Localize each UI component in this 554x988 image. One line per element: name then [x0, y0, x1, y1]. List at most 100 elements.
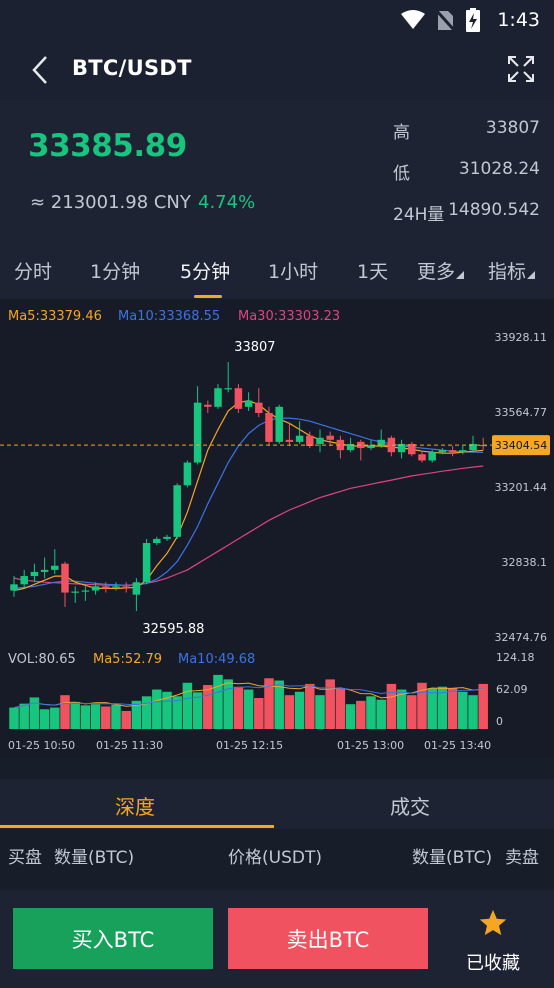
dropdown-caret-icon — [527, 271, 536, 279]
x-axis-tick-label: 01-25 12:15 — [216, 739, 283, 752]
volume-label: 24H量 — [393, 205, 445, 225]
candle-body — [71, 591, 79, 593]
candle-body — [265, 412, 273, 442]
candle-body — [234, 388, 243, 409]
volume-bar — [182, 682, 193, 729]
volume-bar — [315, 695, 325, 729]
ask-qty-header: 数量(BTC) — [412, 848, 493, 868]
ma30-legend: Ma30:33303.23 — [238, 309, 340, 324]
y-axis-tick-label: 33564.77 — [495, 406, 548, 419]
candle-body — [132, 582, 141, 595]
volume-bar — [223, 679, 233, 729]
candle-body — [244, 400, 253, 407]
candle-body — [306, 435, 314, 447]
volume-bar — [447, 688, 458, 729]
volume-ma10-legend: Ma10:49.68 — [178, 652, 255, 667]
candle-body — [438, 450, 447, 453]
tab-trades[interactable]: 成交 — [390, 795, 430, 819]
kline-svg[interactable]: Ma5:33379.46 Ma10:33368.55 Ma30:33303.23 3… — [0, 299, 554, 759]
favorite-label: 已收藏 — [466, 953, 520, 974]
volume-axis-tick-label: 62.09 — [496, 683, 528, 696]
cny-value: ≈ 213001.98 CNY — [30, 192, 191, 213]
candle-body — [40, 569, 49, 572]
candle-body — [295, 435, 304, 442]
page-title: BTC/USDT — [72, 56, 192, 80]
clock: 1:43 — [497, 9, 540, 31]
volume-bar — [111, 704, 121, 729]
current-price-tag-bg — [492, 435, 550, 456]
ma10-legend: Ma10:33368.55 — [118, 309, 220, 324]
volume-bar — [152, 689, 162, 729]
volume-bar — [172, 696, 182, 729]
volume-bar — [192, 692, 203, 729]
candle-body — [30, 571, 39, 577]
high-value: 33807 — [485, 118, 540, 138]
volume-bar — [254, 697, 264, 729]
bid-qty-header: 数量(BTC) — [54, 848, 135, 868]
volume-bar — [101, 706, 111, 729]
volume-bar — [335, 688, 346, 729]
candle-body — [397, 443, 406, 453]
candle-body — [102, 586, 110, 589]
x-axis-tick-label: 01-25 13:00 — [337, 739, 404, 752]
volume-value: 14890.542 — [448, 200, 540, 220]
volume-bar — [264, 678, 274, 729]
buy-button[interactable]: 买入BTC — [13, 908, 213, 969]
period-tab-5min[interactable]: 5分钟 — [180, 261, 231, 283]
volume-bar — [213, 674, 223, 729]
volume-bar — [386, 683, 397, 729]
status-bar: 1:43 — [0, 0, 554, 40]
sell-button[interactable]: 卖出BTC — [228, 908, 428, 969]
volume-bar — [162, 691, 172, 729]
volume-bar — [325, 679, 335, 729]
period-tab-more[interactable]: 更多 — [417, 257, 465, 284]
volume-bar — [19, 703, 29, 729]
volume-bar — [203, 685, 213, 729]
battery-charging-icon — [466, 8, 481, 32]
x-axis-tick-label: 01-25 10:50 — [8, 739, 75, 752]
active-tab-underline — [0, 825, 274, 828]
volume-bar — [294, 691, 305, 729]
period-tab-1hour[interactable]: 1小时 — [268, 261, 319, 283]
low-value: 31028.24 — [458, 159, 540, 179]
period-tab-1day[interactable]: 1天 — [357, 261, 389, 283]
volume-bar — [468, 695, 478, 729]
low-label: 低 — [393, 164, 410, 184]
favorite-button[interactable]: 已收藏 — [448, 904, 538, 974]
candle-body — [10, 584, 18, 591]
y-axis-tick-label: 32474.76 — [495, 631, 548, 644]
price-header: 价格(USDT) — [228, 848, 322, 868]
volume-bar — [417, 682, 427, 729]
volume-bar — [80, 705, 91, 729]
volume-bar — [478, 683, 488, 729]
volume-bar — [121, 710, 131, 729]
period-tab-1min[interactable]: 1分钟 — [90, 261, 141, 283]
candle-body — [459, 450, 467, 453]
volume-axis-tick-label: 0 — [496, 715, 503, 728]
ma10-line — [13, 417, 484, 589]
app-header: BTC/USDT — [0, 40, 554, 100]
back-button[interactable] — [26, 54, 54, 86]
volume-bar — [70, 701, 80, 729]
candle-body — [387, 437, 396, 453]
tab-depth[interactable]: 深度 — [115, 795, 155, 819]
volume-bar — [407, 695, 417, 729]
candle-body — [163, 536, 171, 539]
volume-bar — [376, 699, 386, 729]
period-tab-timeline[interactable]: 分时 — [14, 261, 53, 283]
candle-body — [153, 538, 161, 544]
candle-body — [367, 446, 375, 449]
candle-body — [204, 404, 212, 407]
candle-body — [285, 439, 294, 442]
bid-header: 买盘 — [8, 848, 42, 868]
kline-chart[interactable]: Ma5:33379.46 Ma10:33368.55 Ma30:33303.23 3… — [0, 299, 554, 759]
candle-body — [336, 439, 345, 451]
volume-axis-tick-label: 124.18 — [496, 651, 535, 664]
y-axis-tick-label: 33201.44 — [495, 481, 548, 494]
candle-body — [214, 388, 222, 407]
indicator-menu[interactable]: 指标 — [488, 257, 536, 284]
min-price-label: 32595.88 — [142, 622, 204, 637]
more-label: 更多 — [417, 261, 456, 283]
fullscreen-icon[interactable] — [506, 54, 536, 84]
volume-bar — [345, 704, 356, 729]
